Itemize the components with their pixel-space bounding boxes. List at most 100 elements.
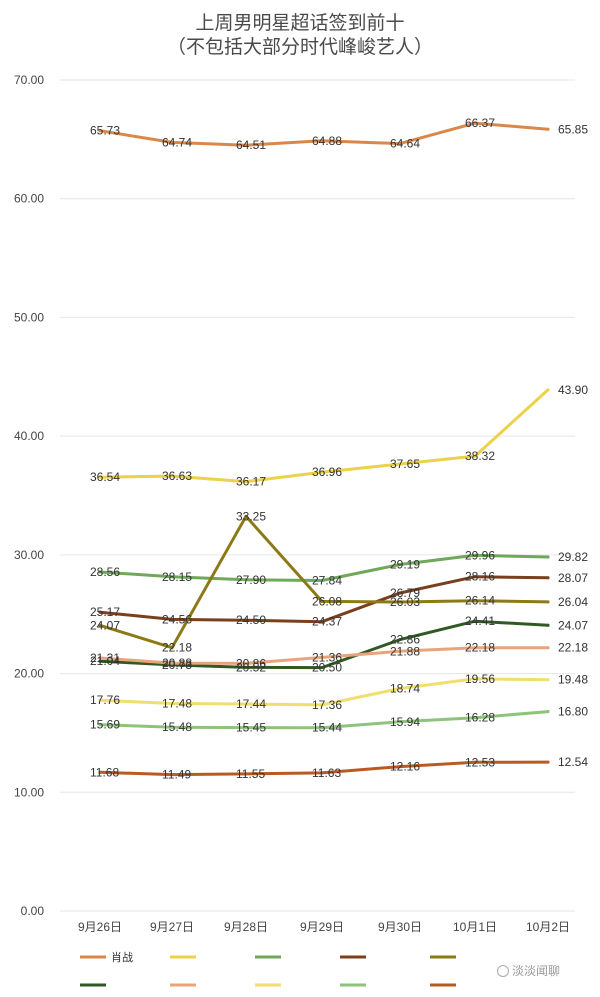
data-point (170, 773, 174, 777)
data-point (546, 760, 550, 764)
data-label: 66.37 (465, 116, 495, 130)
data-label: 38.32 (465, 449, 495, 463)
data-point (244, 578, 248, 582)
data-label: 64.88 (312, 134, 342, 148)
data-point (98, 475, 102, 479)
data-point (473, 599, 477, 603)
data-point (473, 575, 477, 579)
data-point (398, 600, 402, 604)
data-point (170, 617, 174, 621)
data-label: 12.54 (558, 755, 588, 769)
data-point (170, 474, 174, 478)
data-label: 17.76 (90, 693, 120, 707)
data-point (98, 129, 102, 133)
data-point (398, 720, 402, 724)
data-point (244, 514, 248, 518)
data-point (170, 646, 174, 650)
data-label: 26.04 (558, 595, 588, 609)
data-label: 15.48 (162, 720, 192, 734)
data-point (398, 687, 402, 691)
data-point (244, 661, 248, 665)
data-label: 20.86 (236, 656, 266, 670)
data-label: 20.52 (236, 660, 266, 674)
data-label: 43.90 (558, 383, 588, 397)
data-point (244, 726, 248, 730)
data-point (473, 760, 477, 764)
x-tick-label: 10月1日 (453, 920, 497, 934)
data-label: 20.88 (162, 656, 192, 670)
data-label: 15.69 (90, 718, 120, 732)
data-label: 12.16 (390, 760, 420, 774)
data-label: 20.50 (312, 661, 342, 675)
data-label: 64.51 (236, 138, 266, 152)
data-point (546, 555, 550, 559)
data-label: 29.82 (558, 550, 588, 564)
data-point (98, 723, 102, 727)
data-point (244, 772, 248, 776)
series-lines (98, 121, 550, 777)
data-label: 22.86 (390, 633, 420, 647)
data-point (98, 610, 102, 614)
data-label: 22.18 (465, 641, 495, 655)
data-point (546, 710, 550, 714)
data-point (546, 576, 550, 580)
data-label: 22.18 (162, 641, 192, 655)
y-tick-label: 60.00 (14, 192, 44, 206)
data-label: 20.73 (162, 658, 192, 672)
gridlines (60, 79, 575, 912)
x-tick-label: 10月2日 (526, 920, 570, 934)
data-point (398, 765, 402, 769)
data-label: 24.07 (90, 618, 120, 632)
data-point (98, 770, 102, 774)
data-point (398, 562, 402, 566)
data-label: 27.84 (312, 573, 342, 587)
data-label: 28.15 (162, 570, 192, 584)
data-label: 33.25 (236, 509, 266, 523)
data-label: 15.44 (312, 721, 342, 735)
y-tick-label: 20.00 (14, 667, 44, 681)
data-point (473, 454, 477, 458)
data-point (170, 725, 174, 729)
y-tick-label: 0.00 (21, 904, 45, 918)
data-point (320, 771, 324, 775)
data-label: 37.65 (390, 457, 420, 471)
data-label: 64.74 (162, 135, 192, 149)
data-label: 25.17 (90, 605, 120, 619)
data-point (320, 666, 324, 670)
data-point (244, 618, 248, 622)
chart-title: 上周男明星超话签到前十 (195, 12, 404, 34)
data-label: 28.07 (558, 571, 588, 585)
data-label: 15.45 (236, 721, 266, 735)
x-tick-label: 9月30日 (378, 920, 422, 934)
x-tick-label: 9月28日 (224, 920, 268, 934)
data-labels: 65.73 64.74 64.51 64.88 64.64 66.37 65.85 36.54… (90, 116, 588, 782)
y-tick-label: 50.00 (14, 310, 44, 324)
data-point (170, 661, 174, 665)
data-point (473, 716, 477, 720)
data-point (244, 702, 248, 706)
data-label: 29.96 (465, 548, 495, 562)
data-label: 16.80 (558, 705, 588, 719)
data-label: 65.73 (90, 124, 120, 138)
data-point (398, 591, 402, 595)
data-point (98, 656, 102, 660)
data-label: 24.50 (236, 613, 266, 627)
data-label: 36.54 (90, 470, 120, 484)
data-point (320, 703, 324, 707)
data-label: 11.49 (162, 768, 191, 782)
x-axis-ticks: 9月26日 9月27日 9月28日 9月29日 9月30日 10月1日 10月2日 (78, 920, 570, 934)
data-point (98, 570, 102, 574)
data-label: 15.94 (390, 715, 420, 729)
data-label: 24.41 (465, 614, 495, 628)
data-point (98, 659, 102, 663)
data-label: 24.56 (162, 612, 192, 626)
watermark-text: 淡淡闻聊 (512, 964, 560, 978)
data-point (546, 600, 550, 604)
data-point (170, 575, 174, 579)
data-label: 36.63 (162, 469, 192, 483)
data-label: 12.53 (465, 755, 495, 769)
data-point (320, 470, 324, 474)
data-label: 21.36 (312, 650, 342, 664)
data-label: 26.14 (465, 594, 495, 608)
